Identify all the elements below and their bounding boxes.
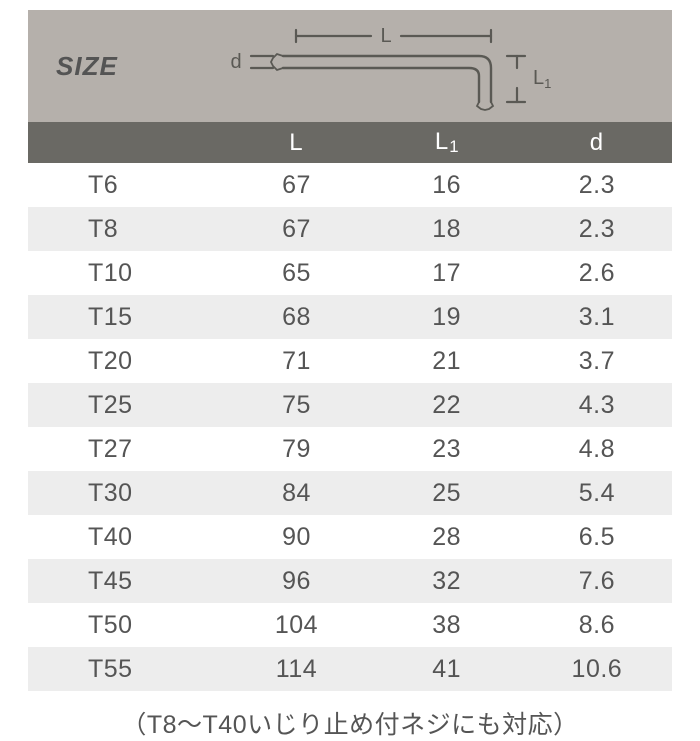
cell-L1: 41 [372,647,522,691]
table-row: T867182.3 [28,207,672,251]
cell-size: T30 [28,471,221,515]
cell-d: 4.8 [522,427,672,471]
cell-L: 71 [221,339,371,383]
cell-size: T15 [28,295,221,339]
cell-L: 114 [221,647,371,691]
cell-d: 8.6 [522,603,672,647]
table-body: T667162.3T867182.3T1065172.6T1568193.1T2… [28,163,672,691]
column-header-row: L L1 d [28,122,672,163]
cell-size: T6 [28,163,221,207]
cell-d: 7.6 [522,559,672,603]
cell-L1: 16 [372,163,522,207]
cell-size: T10 [28,251,221,295]
table-row: T3084255.4 [28,471,672,515]
table-row: T4596327.6 [28,559,672,603]
column-header-d: d [522,122,672,163]
cell-L1: 18 [372,207,522,251]
cell-L1: 32 [372,559,522,603]
cell-L: 84 [221,471,371,515]
cell-size: T45 [28,559,221,603]
cell-L: 68 [221,295,371,339]
table-row: T551144110.6 [28,647,672,691]
cell-size: T40 [28,515,221,559]
cell-L: 67 [221,163,371,207]
cell-L1: 21 [372,339,522,383]
cell-L: 65 [221,251,371,295]
cell-d: 5.4 [522,471,672,515]
cell-L: 75 [221,383,371,427]
cell-L: 67 [221,207,371,251]
cell-d: 4.3 [522,383,672,427]
table-row: T2071213.7 [28,339,672,383]
cell-L: 104 [221,603,371,647]
cell-L: 79 [221,427,371,471]
diagram-label-L: L [381,25,392,47]
l-key-diagram: L d L1 [221,16,672,116]
cell-L: 96 [221,559,371,603]
cell-d: 6.5 [522,515,672,559]
cell-L1: 38 [372,603,522,647]
cell-d: 2.3 [522,207,672,251]
cell-size: T27 [28,427,221,471]
table-row: T2575224.3 [28,383,672,427]
cell-d: 3.1 [522,295,672,339]
cell-d: 2.3 [522,163,672,207]
cell-size: T50 [28,603,221,647]
table-row: T50104388.6 [28,603,672,647]
table-row: T2779234.8 [28,427,672,471]
cell-size: T55 [28,647,221,691]
cell-L1: 25 [372,471,522,515]
cell-size: T8 [28,207,221,251]
column-header-L: L [221,122,371,163]
column-header-blank [28,122,221,163]
table-row: T667162.3 [28,163,672,207]
cell-L: 90 [221,515,371,559]
size-table-container: SIZE L [0,0,700,741]
cell-L1: 23 [372,427,522,471]
cell-L1: 28 [372,515,522,559]
footnote: （T8〜T40いじり止め付ネジにも対応） [28,705,672,741]
cell-L1: 22 [372,383,522,427]
size-table: SIZE L [28,10,672,691]
table-row: T1065172.6 [28,251,672,295]
diagram-cell: L d L1 [221,10,672,122]
cell-d: 10.6 [522,647,672,691]
cell-d: 3.7 [522,339,672,383]
size-heading-cell: SIZE [28,10,221,122]
cell-size: T25 [28,383,221,427]
cell-d: 2.6 [522,251,672,295]
cell-size: T20 [28,339,221,383]
table-row: T4090286.5 [28,515,672,559]
size-heading: SIZE [28,51,221,82]
cell-L1: 17 [372,251,522,295]
diagram-label-L1: L1 [533,67,551,91]
diagram-label-d: d [231,51,242,73]
header-row: SIZE L [28,10,672,122]
column-header-L1: L1 [372,122,522,163]
table-row: T1568193.1 [28,295,672,339]
cell-L1: 19 [372,295,522,339]
